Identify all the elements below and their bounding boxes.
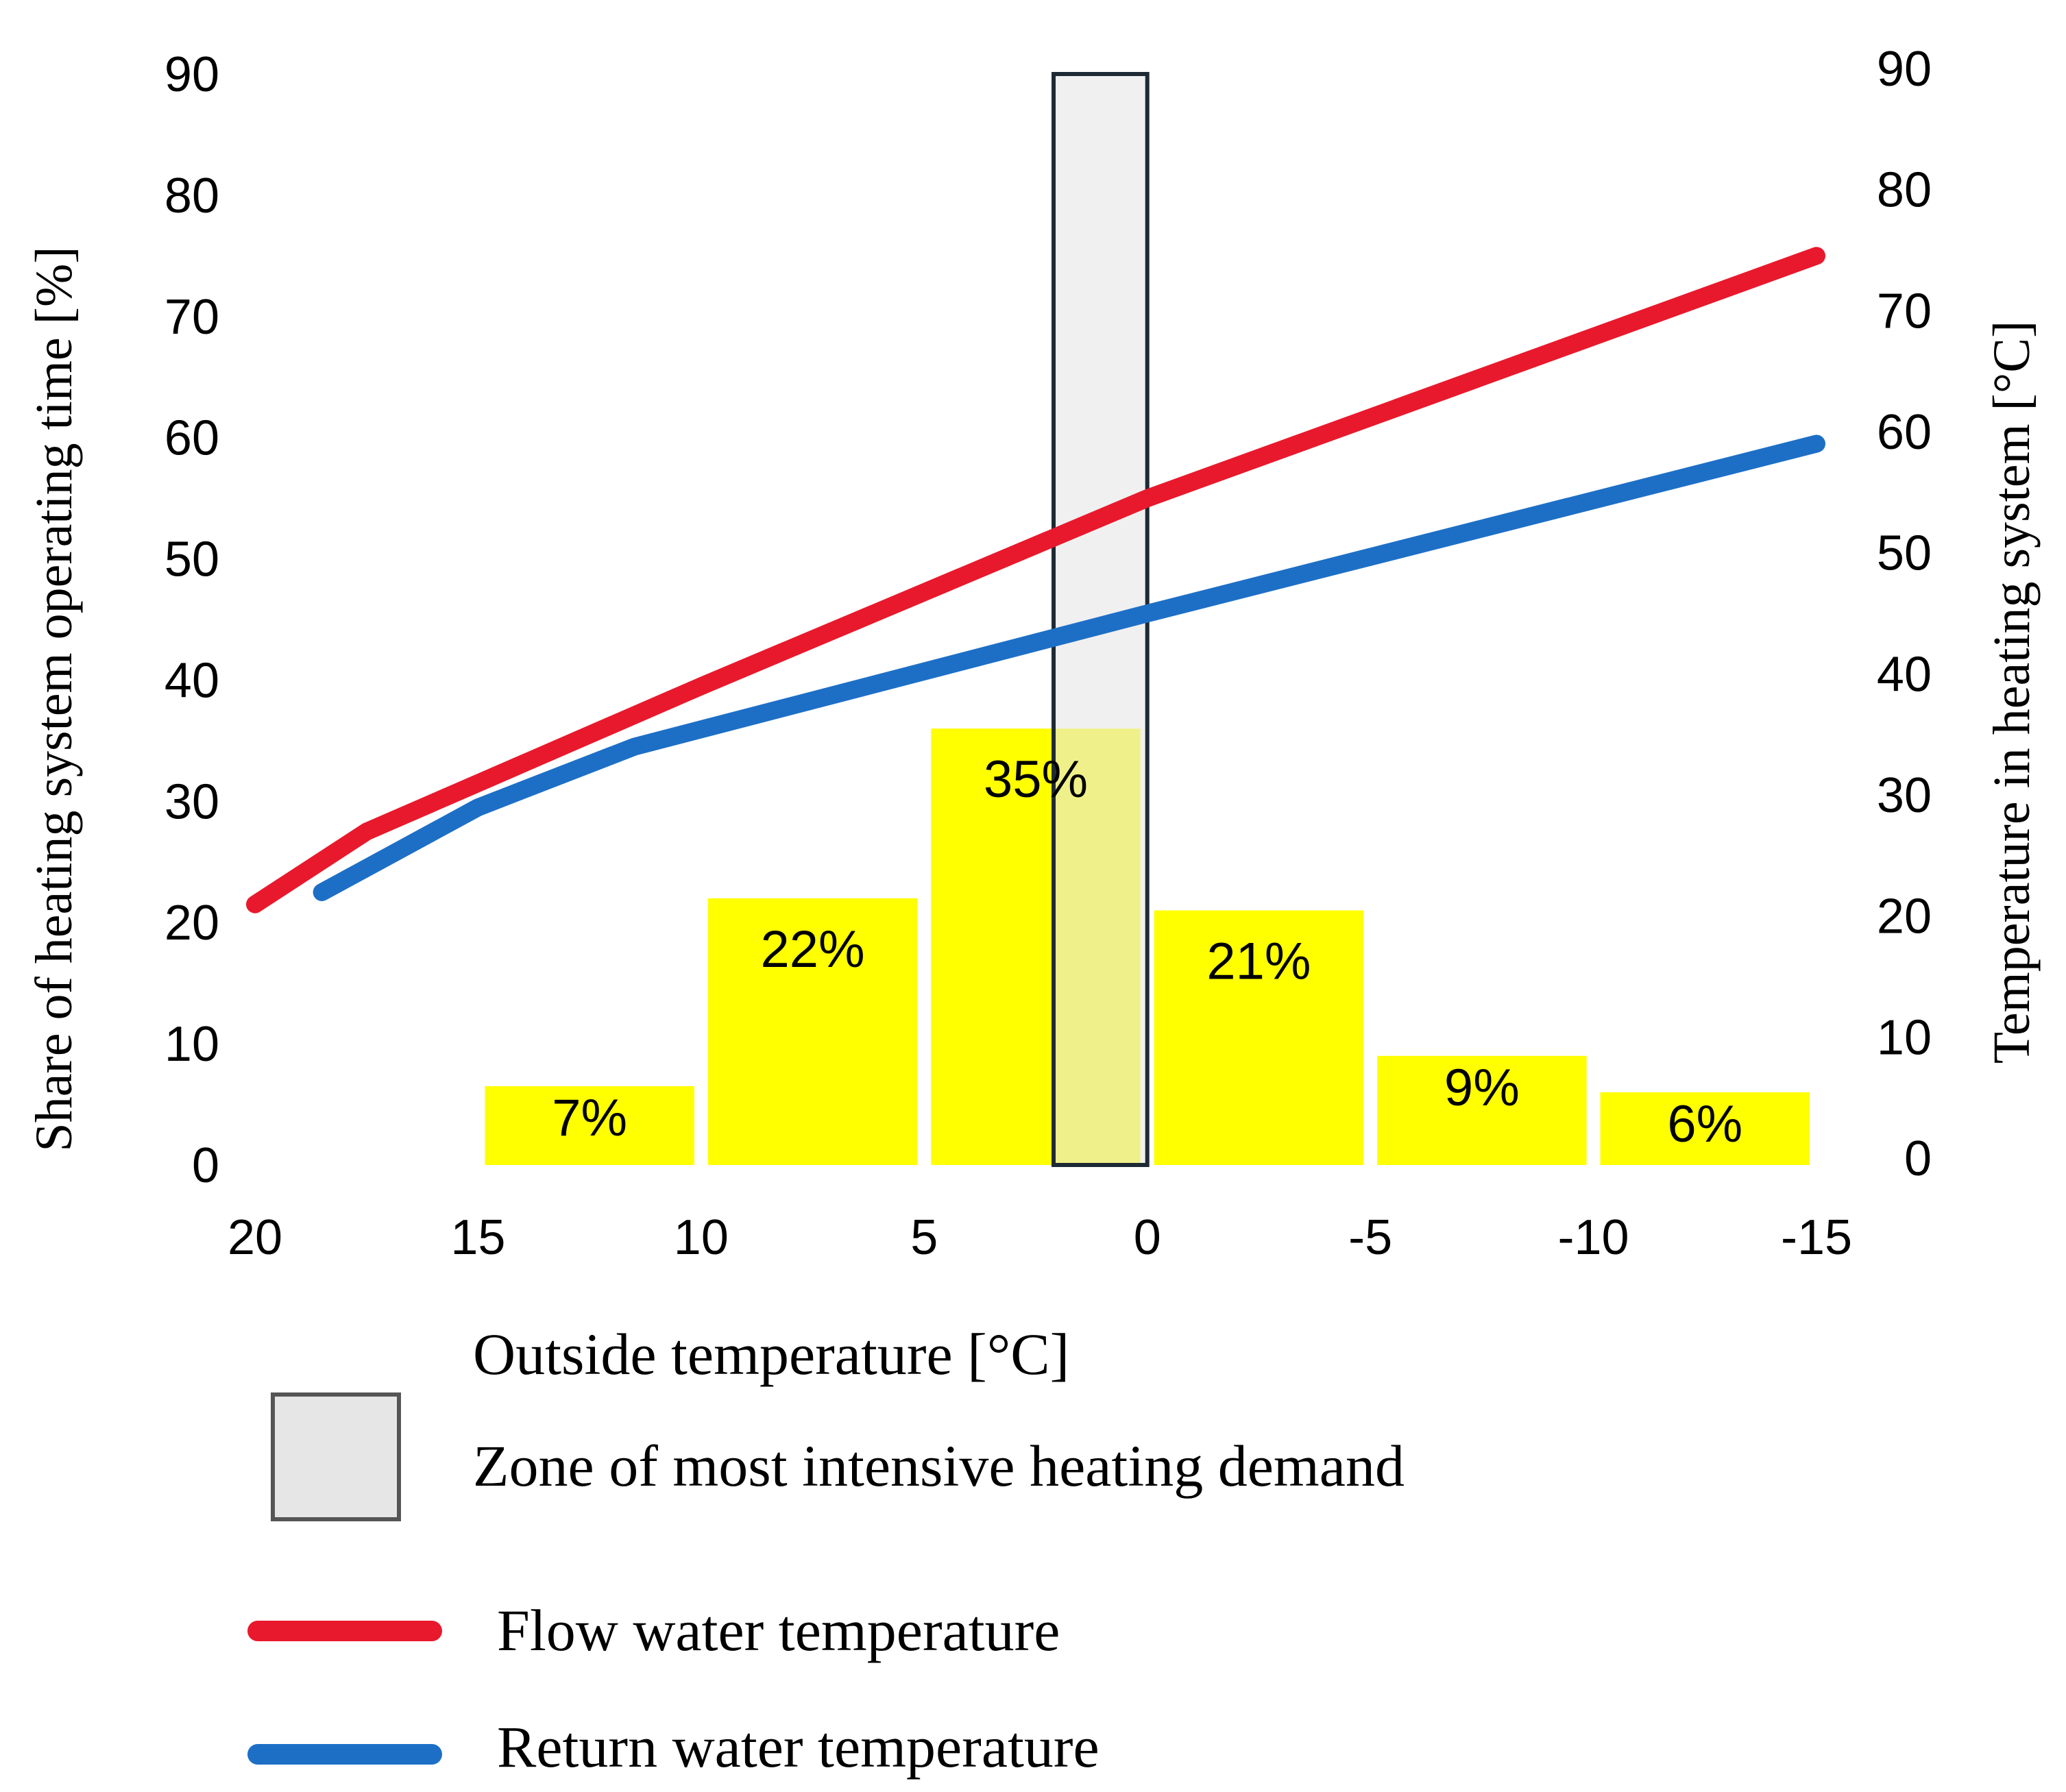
bar-0: [485, 1086, 694, 1165]
right-tick-9: 90: [1877, 42, 1932, 97]
left-y-ticks: 0 10 20 30 40 50 60 70 80 90: [165, 47, 219, 1193]
legend: Zone of most intensive heating demand Fl…: [247, 1392, 1405, 1780]
left-tick-6: 60: [165, 411, 219, 466]
bar-label-4: 9%: [1444, 1059, 1520, 1117]
right-tick-3: 30: [1877, 768, 1932, 823]
series-lines: [246, 247, 1825, 913]
left-tick-3: 30: [165, 774, 219, 829]
right-tick-8: 80: [1877, 163, 1932, 218]
legend-zone-swatch: [271, 1392, 401, 1521]
bar-label-1: 22%: [761, 920, 865, 979]
bar-4: [1377, 1055, 1587, 1165]
bar-5: [1600, 1092, 1810, 1165]
legend-return-label: Return water temperature: [497, 1714, 1099, 1780]
left-axis-title: Share of heating system operating time […: [25, 246, 83, 1151]
x-tick-4: 0: [1134, 1210, 1161, 1265]
left-tick-4: 40: [165, 653, 219, 708]
right-tick-0: 0: [1904, 1131, 1932, 1186]
x-tick-2: 10: [674, 1210, 729, 1265]
left-tick-0: 0: [192, 1138, 219, 1193]
series-line-0: [246, 247, 1825, 913]
x-tick-0: 20: [228, 1210, 282, 1265]
right-tick-4: 40: [1877, 647, 1932, 702]
bar-3: [1154, 910, 1364, 1165]
x-tick-1: 15: [450, 1210, 505, 1265]
bar-1: [707, 898, 918, 1165]
bar-label-0: 7%: [552, 1089, 627, 1147]
left-tick-1: 10: [165, 1017, 219, 1072]
x-tick-6: -10: [1558, 1210, 1629, 1265]
x-tick-5: -5: [1348, 1210, 1392, 1265]
bar-labels: 7% 22% 35% 21% 9% 6%: [552, 750, 1742, 1153]
bar-label-2: 35%: [984, 750, 1088, 809]
right-axis-title: Temperature in heating system [°C]: [1983, 321, 2041, 1064]
bar-label-5: 6%: [1667, 1095, 1742, 1153]
right-tick-2: 20: [1877, 889, 1932, 944]
legend-zone-label: Zone of most intensive heating demand: [473, 1433, 1405, 1499]
left-tick-2: 20: [165, 896, 219, 950]
left-tick-8: 80: [165, 169, 219, 223]
right-tick-6: 60: [1877, 405, 1932, 460]
x-tick-7: -15: [1781, 1210, 1852, 1265]
left-tick-5: 50: [165, 532, 219, 587]
right-tick-1: 10: [1877, 1010, 1932, 1065]
bars: [485, 728, 1810, 1165]
right-tick-5: 50: [1877, 526, 1932, 581]
bar-label-3: 21%: [1206, 933, 1311, 991]
x-ticks: 20 15 10 5 0 -5 -10 -15: [228, 1210, 1852, 1265]
right-y-ticks: 0 10 20 30 40 50 60 70 80 90: [1877, 42, 1932, 1186]
x-tick-3: 5: [910, 1210, 938, 1265]
right-tick-7: 70: [1877, 284, 1932, 339]
x-axis-title: Outside temperature [°C]: [473, 1321, 1069, 1387]
left-tick-7: 70: [165, 290, 219, 345]
legend-flow-label: Flow water temperature: [497, 1597, 1060, 1663]
series-line-1: [313, 434, 1825, 901]
left-tick-9: 90: [165, 47, 219, 102]
